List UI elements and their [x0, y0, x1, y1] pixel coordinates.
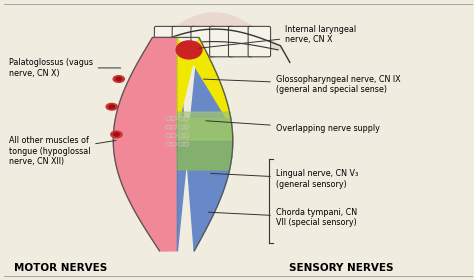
FancyBboxPatch shape	[155, 26, 177, 57]
Text: Chorda tympani, CN
VII (special sensory): Chorda tympani, CN VII (special sensory)	[208, 208, 357, 227]
Polygon shape	[177, 118, 233, 170]
Polygon shape	[177, 38, 232, 127]
Text: Glossopharyngeal nerve, CN IX
(general and special sense): Glossopharyngeal nerve, CN IX (general a…	[203, 75, 401, 94]
Circle shape	[106, 103, 118, 110]
Circle shape	[116, 77, 121, 81]
Polygon shape	[113, 38, 177, 251]
FancyBboxPatch shape	[210, 26, 234, 57]
Text: SENSORY NERVES: SENSORY NERVES	[289, 263, 393, 272]
FancyBboxPatch shape	[248, 26, 271, 57]
Ellipse shape	[176, 41, 202, 59]
Circle shape	[113, 76, 124, 82]
Circle shape	[111, 131, 122, 138]
FancyBboxPatch shape	[228, 26, 253, 57]
Text: All other muscles of
tongue (hypoglossal
nerve, CN XII): All other muscles of tongue (hypoglossal…	[9, 136, 116, 166]
Text: Lingual nerve, CN V₃
(general sensory): Lingual nerve, CN V₃ (general sensory)	[210, 169, 358, 188]
Polygon shape	[177, 38, 233, 251]
Circle shape	[114, 133, 119, 136]
FancyBboxPatch shape	[172, 26, 197, 57]
FancyBboxPatch shape	[191, 26, 215, 57]
Polygon shape	[177, 112, 233, 140]
Text: Internal laryngeal
nerve, CN X: Internal laryngeal nerve, CN X	[199, 25, 356, 48]
Text: MOTOR NERVES: MOTOR NERVES	[14, 263, 107, 272]
Text: Overlapping nerve supply: Overlapping nerve supply	[206, 121, 380, 133]
Circle shape	[109, 105, 115, 108]
Text: Palatoglossus (vagus
nerve, CN X): Palatoglossus (vagus nerve, CN X)	[9, 58, 121, 78]
